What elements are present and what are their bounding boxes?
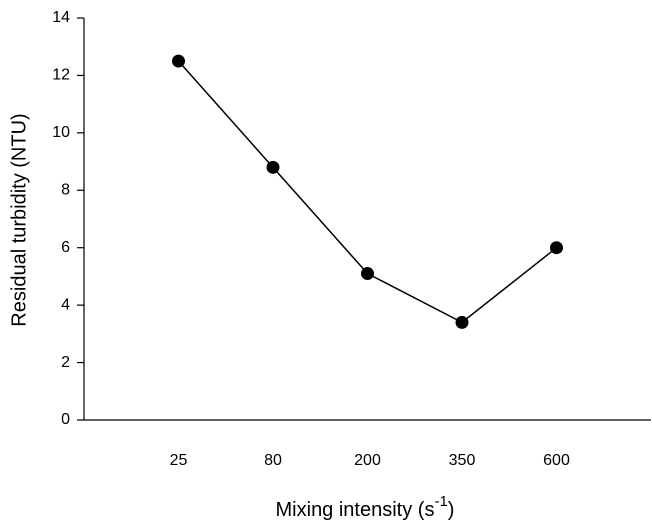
- data-point: [266, 160, 280, 174]
- x-tick-label: 200: [354, 452, 381, 469]
- y-tick-label: 0: [61, 411, 70, 428]
- data-point: [455, 315, 469, 329]
- x-tick-label: 600: [543, 452, 570, 469]
- y-tick-label: 8: [61, 182, 70, 199]
- x-tick-label: 80: [264, 452, 282, 469]
- y-tick-label: 6: [61, 239, 70, 256]
- data-point: [361, 267, 374, 281]
- y-tick-label: 4: [61, 296, 70, 313]
- x-axis-title: Mixing intensity (s-1): [276, 493, 455, 521]
- x-tick-label: 350: [449, 452, 476, 469]
- y-tick-label: 14: [52, 9, 70, 26]
- series-line: [177, 60, 557, 324]
- y-tick-label: 12: [52, 67, 70, 84]
- x-axis-title-main: Mixing intensity (s: [276, 499, 435, 521]
- x-axis-title-end: ): [448, 499, 455, 521]
- y-tick-label: 10: [52, 124, 70, 141]
- y-axis-title: Residual turbidity (NTU): [8, 113, 30, 326]
- data-point: [172, 54, 185, 68]
- data-point: [550, 241, 563, 255]
- x-axis-title-superscript: -1: [434, 493, 447, 510]
- x-tick-label: 25: [170, 452, 188, 469]
- y-tick-label: 2: [61, 354, 70, 371]
